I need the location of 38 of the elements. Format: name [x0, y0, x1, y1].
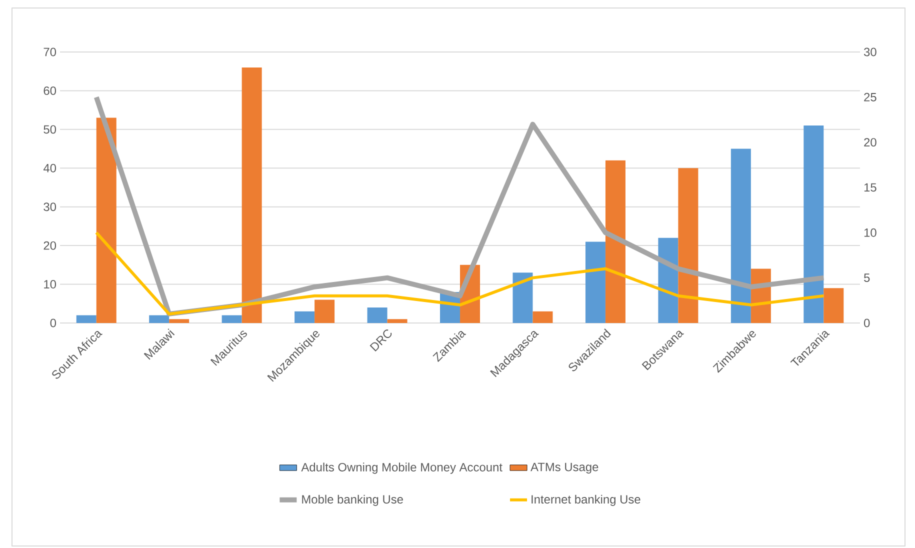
bar	[294, 311, 315, 323]
bar	[730, 148, 751, 323]
bar	[222, 315, 242, 323]
bar	[149, 315, 170, 323]
y2-tick-label: 25	[864, 92, 876, 102]
bar	[76, 315, 96, 323]
legend-label: Moble banking Use	[302, 494, 403, 506]
bar	[512, 272, 533, 323]
bar	[824, 288, 844, 323]
bar	[387, 319, 408, 323]
y-tick-label: 50	[44, 125, 56, 134]
y-tick-label: 30	[44, 202, 56, 212]
y2-tick-label: 0	[864, 318, 870, 328]
legend-label: Adults Owning Mobile Money Account	[301, 462, 502, 474]
bar	[169, 319, 190, 323]
y2-tick-label: 30	[864, 48, 876, 56]
y2-tick-label: 5	[864, 274, 870, 282]
bar	[678, 168, 698, 323]
bar	[532, 311, 553, 323]
y-tick-label: 0	[50, 318, 56, 328]
bar	[804, 126, 824, 323]
y-tick-label: 20	[44, 241, 56, 250]
y-tick-label: 70	[44, 48, 56, 56]
bar	[605, 160, 626, 323]
y-tick-label: 10	[44, 280, 56, 288]
legend-label: Internet banking Use	[532, 494, 640, 506]
bar	[585, 242, 606, 323]
bar	[314, 300, 335, 323]
bar	[367, 308, 388, 323]
line-series	[94, 231, 826, 316]
bar	[242, 67, 262, 323]
y2-tick-label: 10	[864, 228, 876, 237]
y2-tick-label: 15	[864, 183, 876, 192]
bar	[96, 118, 116, 323]
y-tick-label: 40	[43, 164, 56, 172]
y2-tick-label: 20	[864, 138, 876, 147]
legend-label: ATMs Usage	[530, 462, 598, 474]
y-tick-label: 60	[44, 86, 56, 95]
